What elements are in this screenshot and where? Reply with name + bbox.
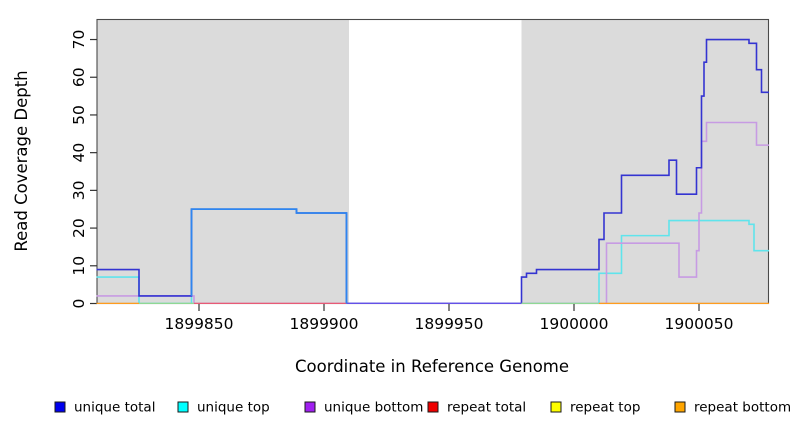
x-tick-label: 1900050 bbox=[664, 315, 733, 333]
y-tick-label: 20 bbox=[70, 218, 88, 238]
y-tick-label: 10 bbox=[70, 256, 88, 276]
legend-item: repeat bottom bbox=[674, 400, 791, 416]
legend-item: unique bottom bbox=[304, 400, 423, 416]
x-axis-title: Coordinate in Reference Genome bbox=[295, 357, 569, 376]
y-tick-label: 60 bbox=[70, 67, 88, 87]
legend-label: repeat top bbox=[570, 400, 640, 416]
legend-label: unique total bbox=[74, 400, 155, 416]
shaded-regions bbox=[96, 19, 769, 304]
y-axis-ticks: 0 10 20 30 40 50 60 70 bbox=[70, 30, 97, 309]
legend: unique total unique top unique bottom repea… bbox=[54, 400, 791, 416]
coverage-step-lines bbox=[96, 38, 769, 304]
shaded-region bbox=[96, 19, 349, 304]
legend-item: repeat top bbox=[550, 400, 640, 416]
x-tick-label: 1899950 bbox=[414, 315, 483, 333]
x-tick-label: 1899900 bbox=[289, 315, 358, 333]
legend-swatch-icon bbox=[550, 401, 562, 413]
legend-label: unique top bbox=[197, 400, 270, 416]
legend-label: repeat bottom bbox=[694, 400, 791, 416]
x-tick-label: 1900000 bbox=[539, 315, 608, 333]
y-tick-label: 70 bbox=[70, 30, 88, 50]
x-tick-label: 1899850 bbox=[164, 315, 233, 333]
shaded-region bbox=[521, 19, 769, 304]
y-tick-label: 50 bbox=[70, 105, 88, 125]
legend-swatch-icon bbox=[177, 401, 189, 413]
legend-swatch-icon bbox=[427, 401, 439, 413]
legend-item: repeat total bbox=[427, 400, 526, 416]
legend-item: unique top bbox=[177, 400, 270, 416]
x-axis-ticks: 1899850 1899900 1899950 1900000 1900050 bbox=[164, 304, 734, 333]
y-tick-label: 0 bbox=[70, 299, 88, 309]
legend-label: repeat total bbox=[447, 400, 526, 416]
legend-swatch-icon bbox=[304, 401, 316, 413]
legend-label: unique bottom bbox=[324, 400, 423, 416]
y-tick-label: 40 bbox=[70, 143, 88, 163]
series-overlap-segment bbox=[190, 208, 348, 304]
y-tick-label: 30 bbox=[70, 181, 88, 201]
legend-item: unique total bbox=[54, 400, 155, 416]
y-axis-title: Read Coverage Depth bbox=[12, 70, 31, 251]
legend-swatch-icon bbox=[54, 401, 66, 413]
legend-swatch-icon bbox=[674, 401, 686, 413]
